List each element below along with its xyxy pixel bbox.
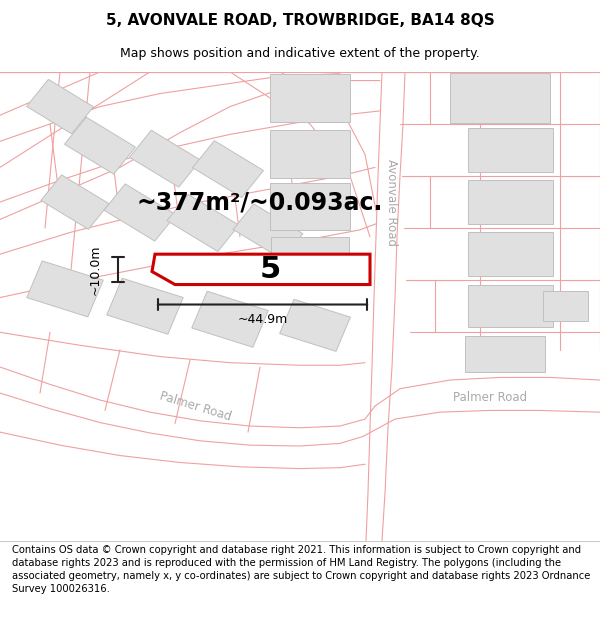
Bar bbox=[193, 141, 263, 198]
Bar bbox=[107, 278, 183, 334]
Text: Avonvale Road: Avonvale Road bbox=[385, 159, 398, 246]
Bar bbox=[65, 118, 136, 174]
Text: Contains OS data © Crown copyright and database right 2021. This information is : Contains OS data © Crown copyright and d… bbox=[12, 545, 590, 594]
Text: Palmer Road: Palmer Road bbox=[158, 389, 232, 423]
Bar bbox=[233, 204, 303, 259]
Bar bbox=[26, 79, 94, 134]
Bar bbox=[27, 261, 103, 317]
Bar bbox=[467, 232, 553, 276]
Bar bbox=[270, 74, 350, 122]
Bar bbox=[41, 175, 109, 229]
Bar bbox=[450, 72, 550, 123]
Text: Map shows position and indicative extent of the property.: Map shows position and indicative extent… bbox=[120, 48, 480, 61]
Text: 5: 5 bbox=[259, 255, 281, 284]
Bar bbox=[270, 182, 350, 230]
Bar bbox=[130, 130, 200, 187]
Bar bbox=[467, 128, 553, 172]
Bar bbox=[192, 291, 268, 348]
Text: 5, AVONVALE ROAD, TROWBRIDGE, BA14 8QS: 5, AVONVALE ROAD, TROWBRIDGE, BA14 8QS bbox=[106, 12, 494, 28]
Bar bbox=[270, 131, 350, 178]
Text: ~10.0m: ~10.0m bbox=[89, 244, 101, 294]
Bar bbox=[542, 291, 587, 321]
Text: Palmer Road: Palmer Road bbox=[453, 391, 527, 404]
Bar bbox=[467, 181, 553, 224]
Bar bbox=[167, 194, 239, 251]
Bar bbox=[465, 336, 545, 372]
Bar bbox=[271, 237, 349, 280]
Polygon shape bbox=[152, 254, 370, 284]
Bar bbox=[104, 184, 176, 241]
Text: ~44.9m: ~44.9m bbox=[238, 312, 287, 326]
Text: ~377m²/~0.093ac.: ~377m²/~0.093ac. bbox=[137, 190, 383, 214]
Bar bbox=[467, 286, 553, 327]
Bar bbox=[280, 299, 350, 351]
